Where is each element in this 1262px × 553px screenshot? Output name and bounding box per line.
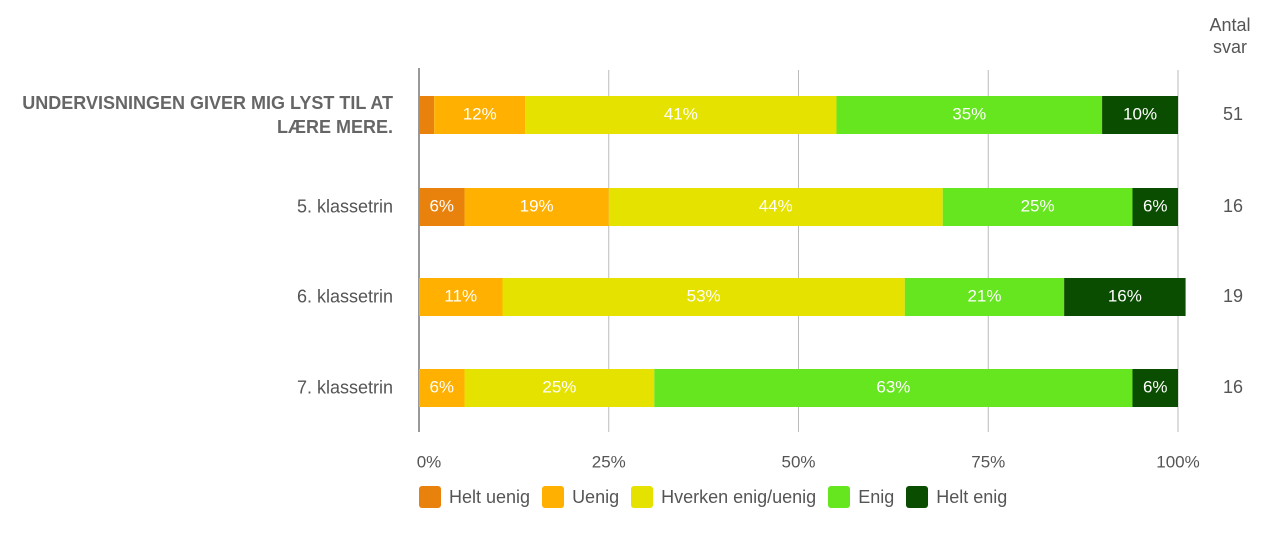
value-label: 63%	[876, 377, 910, 396]
count-label: 51	[1223, 104, 1243, 124]
bar-segment	[419, 188, 465, 226]
legend: Helt uenig Uenig Hverken enig/uenig Enig Hel…	[419, 484, 1059, 510]
legend-swatch	[542, 486, 565, 508]
value-label: 6%	[1143, 377, 1168, 396]
value-label: 21%	[967, 286, 1001, 305]
category-label: 6. klassetrin	[296, 286, 393, 307]
bar-segment	[942, 188, 1133, 226]
bar-segment	[1132, 369, 1178, 407]
bar-segment	[434, 96, 526, 134]
legend-swatch	[631, 486, 654, 508]
bar-segment	[608, 188, 943, 226]
bar-segment	[419, 369, 465, 407]
value-label: 25%	[1021, 196, 1055, 215]
bar-segment	[419, 278, 503, 316]
x-tick-label: 50%	[781, 452, 815, 471]
legend-swatch	[828, 486, 851, 508]
legend-label: Helt uenig	[449, 486, 531, 507]
value-label: 25%	[542, 377, 576, 396]
bar-segment	[904, 278, 1065, 316]
count-title: Antal svar	[1209, 15, 1251, 57]
legend-label: Helt enig	[936, 486, 1008, 507]
bar-segment	[1132, 188, 1178, 226]
category-label: UNDERVISNINGEN GIVER MIG LYST TIL AT LÆR…	[22, 93, 393, 137]
category-label: 5. klassetrin	[296, 196, 393, 217]
x-tick-label: 25%	[592, 452, 626, 471]
value-label: 6%	[429, 196, 454, 215]
x-tick-label: 0%	[417, 452, 442, 471]
legend-item: Helt uenig	[419, 484, 530, 510]
value-label: 10%	[1123, 104, 1157, 123]
bar-segment	[836, 96, 1103, 134]
category-label: 7. klassetrin	[296, 377, 393, 398]
value-label: 12%	[463, 104, 497, 123]
value-label: 11%	[444, 286, 477, 305]
bar-segment	[1064, 278, 1186, 316]
legend-label: Hverken enig/uenig	[661, 486, 817, 507]
legend-swatch	[419, 486, 441, 508]
value-label: 44%	[759, 196, 793, 215]
bar-segment	[464, 369, 655, 407]
bar-segment	[654, 369, 1133, 407]
value-label: 53%	[687, 286, 721, 305]
legend-label: Enig	[858, 486, 895, 507]
value-label: 16%	[1108, 286, 1142, 305]
legend-swatch	[906, 486, 929, 508]
bar-segment	[419, 96, 435, 134]
value-label: 35%	[952, 104, 986, 123]
bar-segment	[464, 188, 609, 226]
bar-segment	[525, 96, 837, 134]
count-label: 19	[1223, 286, 1243, 306]
value-label: 41%	[664, 104, 698, 123]
bar-segment	[502, 278, 905, 316]
value-label: 19%	[520, 196, 554, 215]
value-label: 6%	[429, 377, 454, 396]
legend-item: Uenig	[542, 484, 619, 510]
x-tick-label: 100%	[1156, 452, 1199, 471]
legend-label: Uenig	[572, 486, 620, 507]
count-label: 16	[1223, 196, 1243, 216]
x-tick-label: 75%	[971, 452, 1005, 471]
legend-item: Hverken enig/uenig	[631, 484, 816, 510]
legend-item: Helt enig	[906, 484, 1007, 510]
value-label: 6%	[1143, 196, 1168, 215]
bar-segment	[1102, 96, 1178, 134]
count-label: 16	[1223, 377, 1243, 397]
legend-item: Enig	[828, 484, 894, 510]
